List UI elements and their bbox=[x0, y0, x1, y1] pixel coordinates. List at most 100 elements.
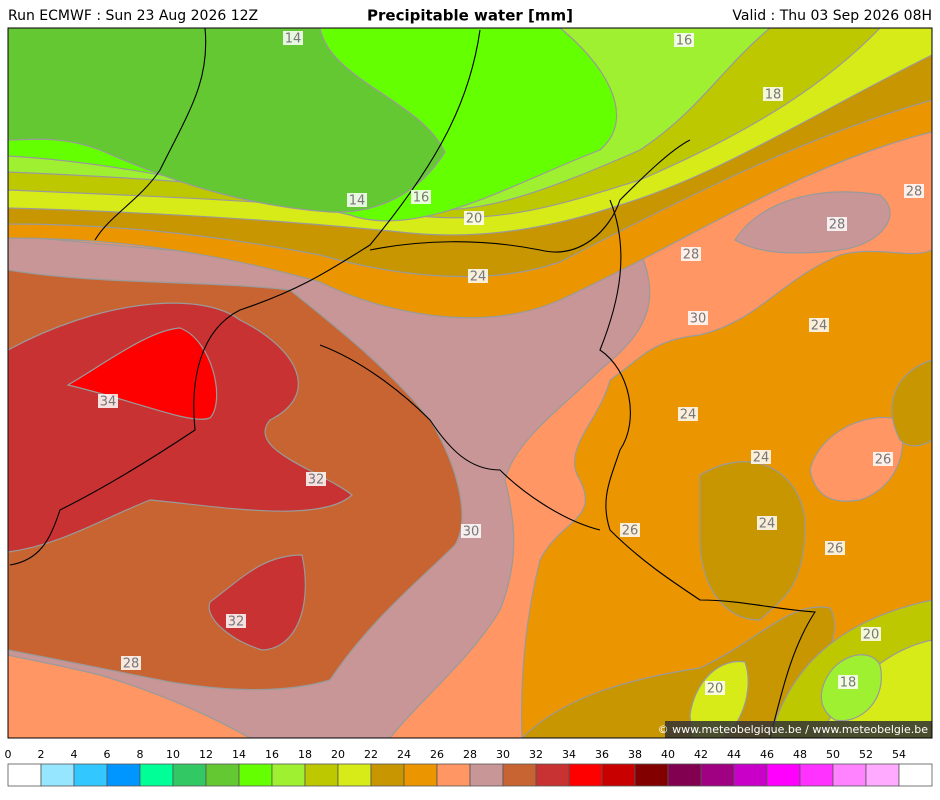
contour-label: 30 bbox=[463, 525, 480, 540]
colorbar-tick-label: 18 bbox=[298, 748, 312, 761]
contour-label: 26 bbox=[827, 542, 844, 557]
colorbar-swatch bbox=[238, 763, 273, 787]
colorbar-tick-label: 0 bbox=[5, 748, 12, 761]
contour-label: 24 bbox=[753, 451, 770, 466]
contour-label-box bbox=[763, 87, 783, 101]
colorbar-tick-label: 38 bbox=[628, 748, 642, 761]
contour-label: 34 bbox=[100, 395, 117, 410]
colorbar-tick-label: 10 bbox=[166, 748, 180, 761]
country-border bbox=[319, 139, 816, 738]
contour-label: 32 bbox=[308, 473, 325, 488]
colorbar-swatch bbox=[337, 763, 372, 787]
contour-label-box bbox=[461, 524, 481, 538]
colorbar-swatch bbox=[766, 763, 801, 787]
contour-label: 20 bbox=[863, 628, 880, 643]
colorbar-tick-label: 30 bbox=[496, 748, 510, 761]
contour-label-box bbox=[861, 627, 881, 641]
contour-label: 28 bbox=[906, 185, 923, 200]
contour-label-box bbox=[825, 541, 845, 555]
contour-label: 16 bbox=[413, 191, 430, 206]
field-24-patch bbox=[699, 461, 806, 621]
contour-label-box bbox=[283, 31, 303, 45]
colorbar-swatch bbox=[172, 763, 207, 787]
contour-label: 20 bbox=[707, 682, 724, 697]
contour-label: 24 bbox=[680, 408, 697, 423]
colorbar-tick-label: 34 bbox=[562, 748, 576, 761]
contour-label-box bbox=[464, 211, 484, 225]
field-30-patch bbox=[734, 191, 891, 254]
field-14-north bbox=[8, 28, 446, 213]
contour-label: 24 bbox=[759, 517, 776, 532]
colorbar-swatch bbox=[469, 763, 504, 787]
colorbar-tick-label: 8 bbox=[137, 748, 144, 761]
contour-label: 18 bbox=[765, 88, 782, 103]
colorbar-swatch bbox=[271, 763, 306, 787]
colorbar-tick-label: 2 bbox=[38, 748, 45, 761]
colorbar-tick-label: 48 bbox=[793, 748, 807, 761]
colorbar-tick-label: 50 bbox=[826, 748, 840, 761]
contour-label: 20 bbox=[466, 212, 483, 227]
colorbar-tick-label: 36 bbox=[595, 748, 609, 761]
colorbar-swatch bbox=[304, 763, 339, 787]
colorbar-tick-label: 12 bbox=[199, 748, 213, 761]
colorbar-swatch bbox=[568, 763, 603, 787]
colorbar-tick-label: 26 bbox=[430, 748, 444, 761]
colorbar-swatch bbox=[40, 763, 75, 787]
colorbar-tick-label: 16 bbox=[265, 748, 279, 761]
contour-label-box bbox=[873, 452, 893, 466]
colorbar-swatch bbox=[733, 763, 768, 787]
field-36-zone bbox=[66, 327, 218, 420]
contour-label: 14 bbox=[349, 194, 366, 209]
colorbar-tick-label: 6 bbox=[104, 748, 111, 761]
map-title: Precipitable water [mm] bbox=[367, 7, 573, 25]
contour-label-box bbox=[98, 394, 118, 408]
contour-label-box bbox=[411, 190, 431, 204]
colorbar-swatch bbox=[205, 763, 240, 787]
contour-label: 24 bbox=[811, 319, 828, 334]
colorbar-tick-label: 4 bbox=[71, 748, 78, 761]
contour-label: 30 bbox=[690, 312, 707, 327]
field-24-east bbox=[891, 359, 932, 447]
colorbar-tick-label: 46 bbox=[760, 748, 774, 761]
contour-label-box bbox=[678, 407, 698, 421]
colorbar-swatch bbox=[667, 763, 702, 787]
contour-label: 28 bbox=[683, 248, 700, 263]
credit-box bbox=[665, 721, 932, 738]
contour-label-box bbox=[620, 523, 640, 537]
colorbar-tick-label: 28 bbox=[463, 748, 477, 761]
contour-label: 14 bbox=[285, 32, 302, 47]
colorbar-swatch bbox=[898, 763, 933, 787]
colorbar-swatch bbox=[139, 763, 174, 787]
contour-labels: 14 16 18 14 16 20 28 28 28 24 30 24 34 24 24 26 32 24 30 26… bbox=[98, 31, 924, 697]
contour-label: 16 bbox=[676, 34, 693, 49]
colorbar-swatch bbox=[436, 763, 471, 787]
colorbar-swatch bbox=[700, 763, 735, 787]
colorbar-swatch bbox=[634, 763, 669, 787]
contour-label-box bbox=[681, 247, 701, 261]
colorbar-tick-label: 14 bbox=[232, 748, 246, 761]
contour-label: 28 bbox=[829, 218, 846, 233]
colorbar-swatch bbox=[502, 763, 537, 787]
contour-label-box bbox=[674, 33, 694, 47]
colorbar-tick-label: 20 bbox=[331, 748, 345, 761]
contour-label-box bbox=[757, 516, 777, 530]
colorbar-swatch bbox=[832, 763, 867, 787]
contour-label: 26 bbox=[622, 524, 639, 539]
colorbar-tick-label: 22 bbox=[364, 748, 378, 761]
run-info: Run ECMWF : Sun 23 Aug 2026 12Z bbox=[8, 8, 258, 24]
contour-label: 28 bbox=[123, 657, 140, 672]
colorbar-swatch bbox=[403, 763, 438, 787]
colorbar-swatch bbox=[370, 763, 405, 787]
contour-label: 26 bbox=[875, 453, 892, 468]
contour-label: 24 bbox=[470, 270, 487, 285]
colorbar-swatch bbox=[865, 763, 900, 787]
credit: © www.meteobelgique.be / www.meteobelgie… bbox=[658, 723, 929, 736]
contour-label: 18 bbox=[840, 676, 857, 691]
field-34-zone bbox=[8, 302, 353, 553]
contour-label: 32 bbox=[228, 615, 245, 630]
colorbar-tick-label: 40 bbox=[661, 748, 675, 761]
valid-time: Valid : Thu 03 Sep 2026 08H bbox=[732, 8, 932, 24]
colorbar-swatch bbox=[601, 763, 636, 787]
contour-label-box bbox=[827, 217, 847, 231]
